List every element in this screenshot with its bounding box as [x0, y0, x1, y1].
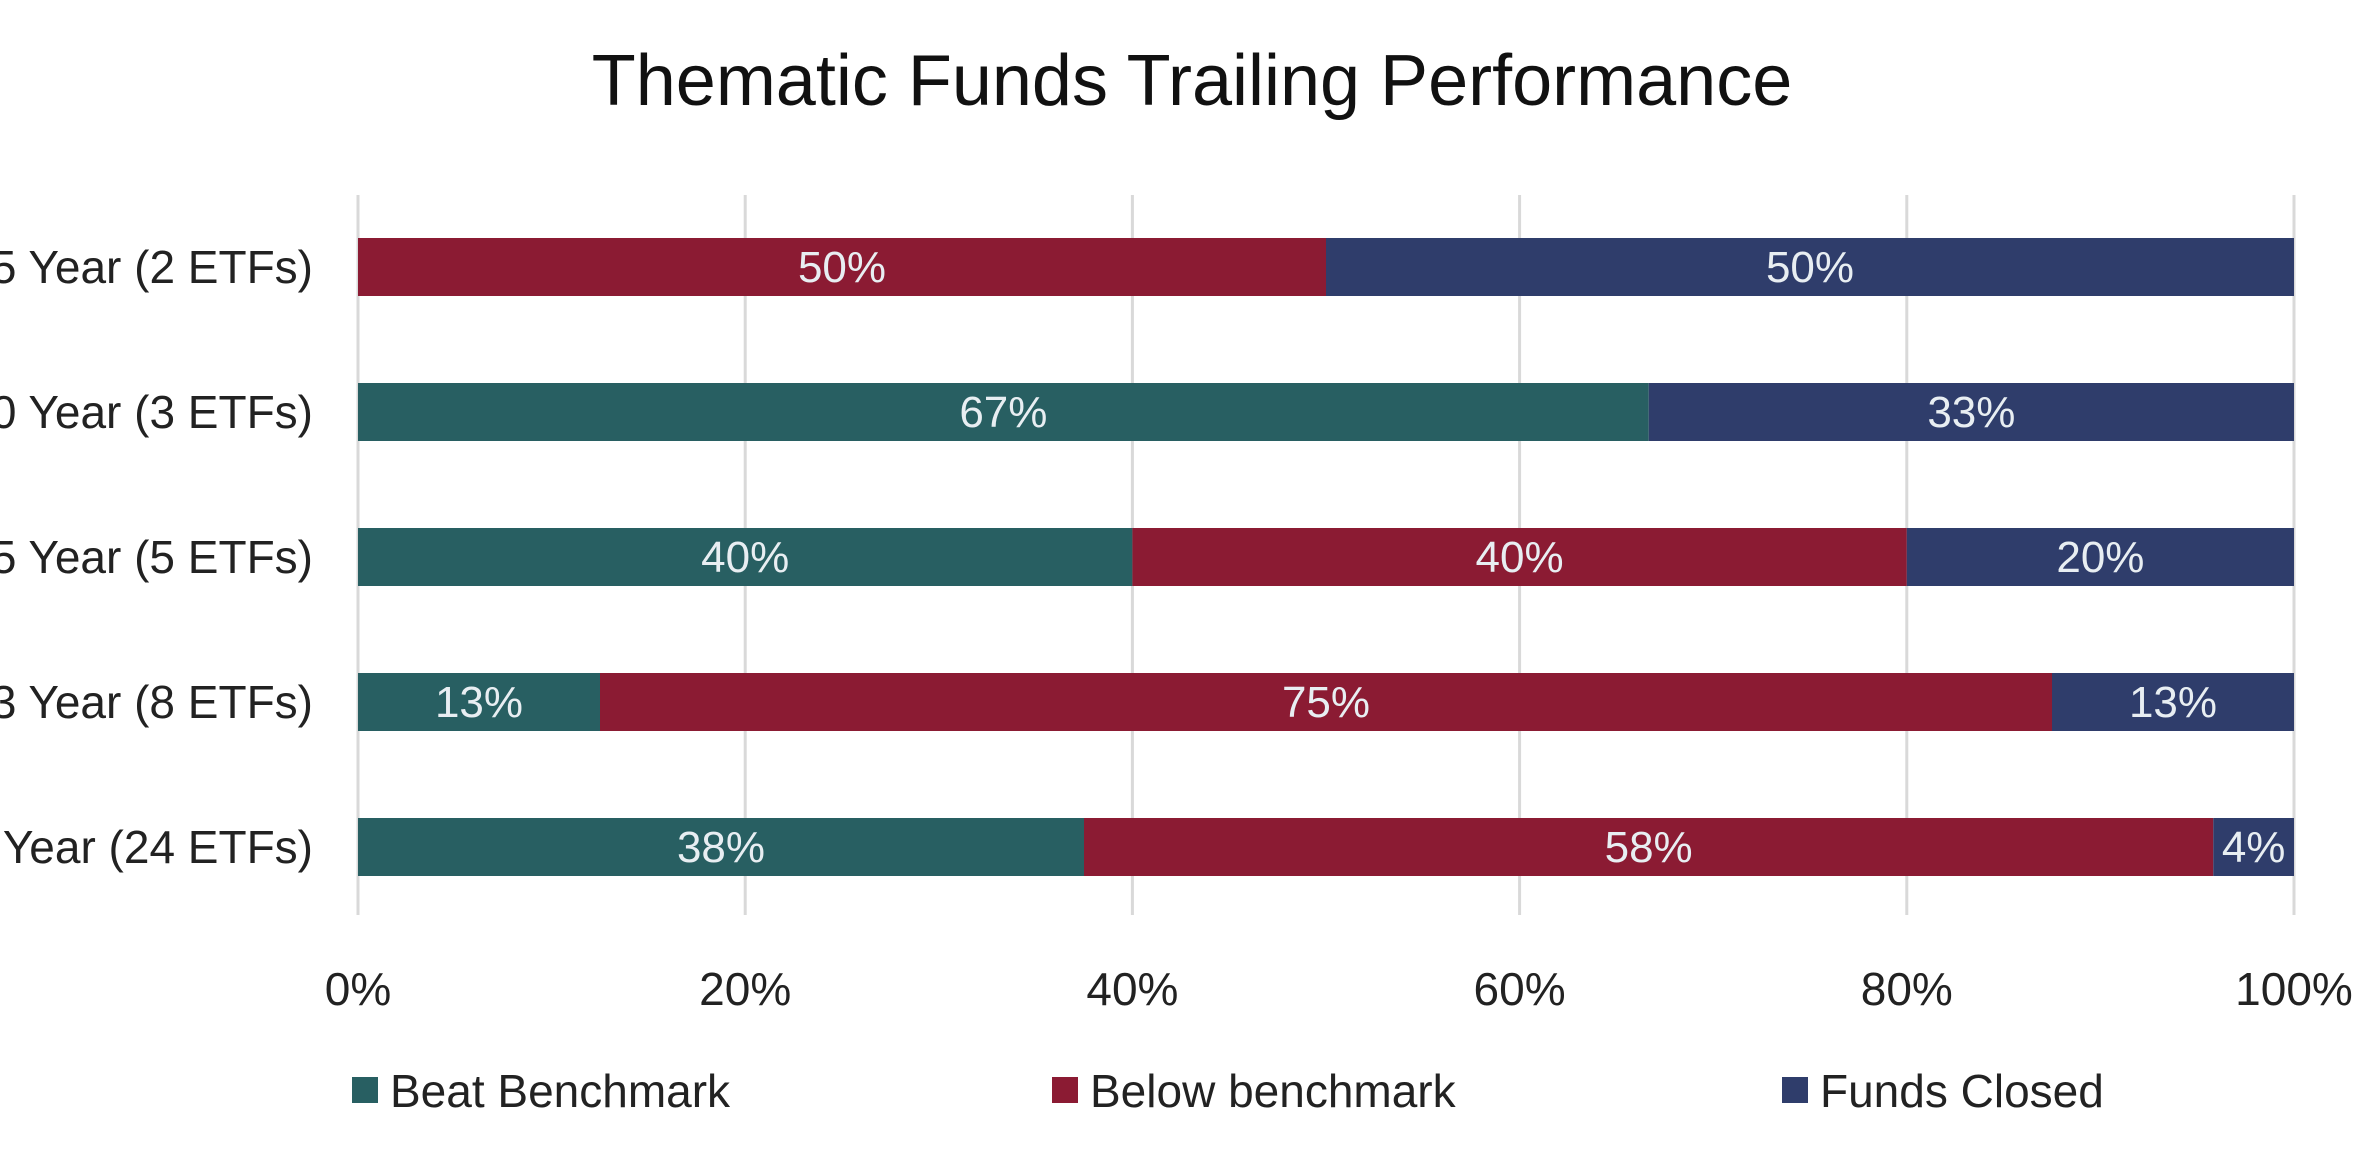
x-tick-label: 40%	[1086, 963, 1178, 1015]
x-tick-label: 60%	[1474, 963, 1566, 1015]
bar-segment	[1906, 528, 2294, 586]
category-labels: 15 Year (2 ETFs) 10 Year (3 ETFs) 5 Year (…	[0, 241, 313, 873]
data-label: 75%	[1282, 678, 1370, 727]
bars: 50% 50% 67% 33% 40% 40% 20% 13% 75% 13% 38% 58% 4%	[358, 238, 2294, 876]
data-label: 50%	[798, 243, 886, 292]
x-tick-label: 0%	[325, 963, 391, 1015]
bar-segment	[1084, 818, 2214, 876]
data-label: 20%	[2056, 533, 2144, 582]
category-label: 15 Year (2 ETFs)	[0, 241, 313, 293]
bar-segment	[2052, 673, 2294, 731]
bar-segment	[1648, 383, 2294, 441]
category-label: 3 Year (8 ETFs)	[0, 676, 313, 728]
data-label: 38%	[677, 823, 765, 872]
x-tick-label: 20%	[699, 963, 791, 1015]
data-label: 4%	[2222, 823, 2286, 872]
bar-segment	[600, 673, 2052, 731]
bar-segment	[358, 528, 1133, 586]
legend-swatch	[1052, 1077, 1078, 1103]
data-label: 58%	[1605, 823, 1693, 872]
category-label: 10 Year (3 ETFs)	[0, 386, 313, 438]
data-label: 50%	[1766, 243, 1854, 292]
bar-segment	[358, 673, 600, 731]
data-label: 13%	[2129, 678, 2217, 727]
category-label: 1 Year (24 ETFs)	[0, 821, 313, 873]
bar-segment	[2213, 818, 2294, 876]
legend-label: Beat Benchmark	[390, 1065, 731, 1117]
data-label: 40%	[1476, 533, 1564, 582]
legend: Beat Benchmark Below benchmark Funds Close…	[352, 1065, 2104, 1117]
x-tick-label: 80%	[1861, 963, 1953, 1015]
x-axis-tick-labels: 0% 20% 40% 60% 80% 100%	[325, 963, 2353, 1015]
data-label: 67%	[959, 388, 1047, 437]
legend-label: Funds Closed	[1820, 1065, 2104, 1117]
bar-segment	[358, 383, 1649, 441]
bar-segment	[1326, 238, 2294, 296]
bar-segment	[358, 238, 1326, 296]
data-label: 13%	[435, 678, 523, 727]
bar-segment	[358, 818, 1084, 876]
data-label: 33%	[1927, 388, 2015, 437]
chart-title: Thematic Funds Trailing Performance	[592, 41, 1792, 121]
x-tick-label: 100%	[2235, 963, 2353, 1015]
legend-swatch	[1782, 1077, 1808, 1103]
bar-segment	[1132, 528, 1907, 586]
data-label: 40%	[701, 533, 789, 582]
category-label: 5 Year (5 ETFs)	[0, 531, 313, 583]
legend-label: Below benchmark	[1090, 1065, 1457, 1117]
legend-swatch	[352, 1077, 378, 1103]
